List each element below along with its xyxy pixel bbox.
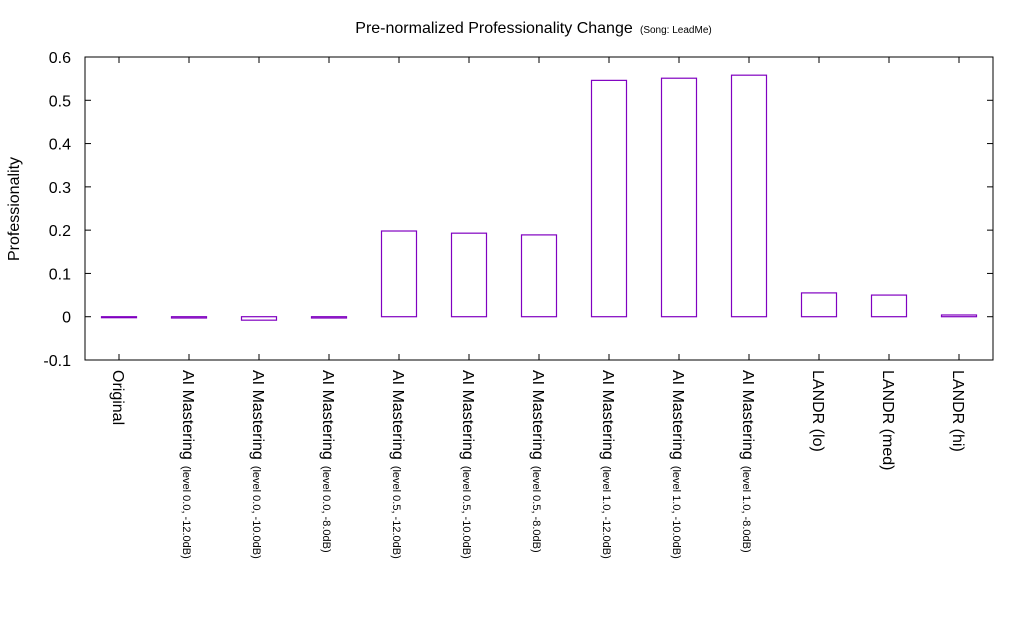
x-tick-label-sub: (level 0.0, -10.0dB) bbox=[250, 466, 262, 559]
x-tick-label-main: LANDR (med) bbox=[879, 370, 896, 470]
bar bbox=[800, 292, 838, 318]
x-tick-label-main: AI Mastering bbox=[249, 370, 266, 460]
x-tick-label-sub: (level 1.0, -12.0dB) bbox=[600, 466, 612, 559]
x-tick-label-main: AI Mastering bbox=[389, 370, 406, 460]
y-tick-label: 0.5 bbox=[49, 93, 71, 110]
bar bbox=[100, 316, 138, 319]
bar bbox=[520, 234, 558, 318]
y-tick-label: 0.3 bbox=[49, 180, 71, 197]
bar bbox=[240, 316, 278, 321]
x-tick-label: AI Mastering (level 0.5, -10.0dB) bbox=[459, 370, 476, 559]
x-tick-label-main: AI Mastering bbox=[319, 370, 336, 460]
bar bbox=[870, 294, 908, 318]
bar bbox=[310, 316, 348, 319]
bar bbox=[450, 232, 488, 318]
x-tick-label-main: AI Mastering bbox=[529, 370, 546, 460]
x-tick-label: AI Mastering (level 0.0, -8.0dB) bbox=[319, 370, 336, 553]
x-tick-label-sub: (level 0.0, -12.0dB) bbox=[180, 466, 192, 559]
y-axis-label: Professionality bbox=[6, 157, 23, 261]
y-tick-label: -0.1 bbox=[43, 353, 71, 370]
x-tick-label-sub: (level 0.5, -10.0dB) bbox=[460, 466, 472, 559]
x-tick-label-sub: (level 0.0, -8.0dB) bbox=[320, 466, 332, 553]
x-tick-label: LANDR (med) bbox=[879, 370, 896, 470]
x-tick-label: AI Mastering (level 0.5, -8.0dB) bbox=[529, 370, 546, 553]
y-tick-label: 0.4 bbox=[49, 137, 71, 154]
x-tick-label-main: LANDR (hi) bbox=[949, 370, 966, 452]
bar bbox=[590, 79, 628, 318]
x-tick-label-main: AI Mastering bbox=[669, 370, 686, 460]
x-tick-label-sub: (level 0.5, -8.0dB) bbox=[530, 466, 542, 553]
bar-series bbox=[100, 74, 978, 321]
x-tick-label: LANDR (hi) bbox=[949, 370, 966, 452]
x-tick-label-main: AI Mastering bbox=[179, 370, 196, 460]
x-tick-label-main: LANDR (lo) bbox=[809, 370, 826, 452]
chart-subtitle: (Song: LeadMe) bbox=[640, 25, 712, 36]
bar bbox=[380, 230, 418, 318]
y-tick-label: 0.2 bbox=[49, 223, 71, 240]
bar bbox=[660, 77, 698, 318]
x-tick-label-main: AI Mastering bbox=[599, 370, 616, 460]
x-tick-label-sub: (level 1.0, -8.0dB) bbox=[740, 466, 752, 553]
y-axis: -0.1 0 0.1 0.2 0.3 0.4 0.5 0.6 bbox=[43, 50, 993, 370]
x-tick-label-sub: (level 0.5, -12.0dB) bbox=[390, 466, 402, 559]
x-axis: Original AI Mastering (level 0.0, -12.0dB)… bbox=[109, 57, 966, 559]
y-tick-label: 0.1 bbox=[49, 266, 71, 283]
bar bbox=[730, 74, 768, 318]
chart-title: Pre-normalized Professionality Change bbox=[355, 20, 633, 37]
x-tick-label-main: Original bbox=[109, 370, 126, 425]
x-tick-label: AI Mastering (level 0.0, -10.0dB) bbox=[249, 370, 266, 559]
x-tick-label: AI Mastering (level 0.0, -12.0dB) bbox=[179, 370, 196, 559]
x-tick-label: AI Mastering (level 0.5, -12.0dB) bbox=[389, 370, 406, 559]
bar bbox=[170, 316, 208, 319]
x-tick-label: AI Mastering (level 1.0, -10.0dB) bbox=[669, 370, 686, 559]
x-tick-label-main: AI Mastering bbox=[739, 370, 756, 460]
plot-frame bbox=[84, 56, 994, 361]
bar bbox=[940, 314, 978, 318]
x-tick-label: LANDR (lo) bbox=[809, 370, 826, 452]
y-tick-label: 0 bbox=[62, 310, 71, 327]
x-tick-label: AI Mastering (level 1.0, -8.0dB) bbox=[739, 370, 756, 553]
x-tick-label-main: AI Mastering bbox=[459, 370, 476, 460]
x-tick-label: Original bbox=[109, 370, 126, 425]
y-tick-label: 0.6 bbox=[49, 50, 71, 67]
x-tick-label-sub: (level 1.0, -10.0dB) bbox=[670, 466, 682, 559]
x-tick-label: AI Mastering (level 1.0, -12.0dB) bbox=[599, 370, 616, 559]
